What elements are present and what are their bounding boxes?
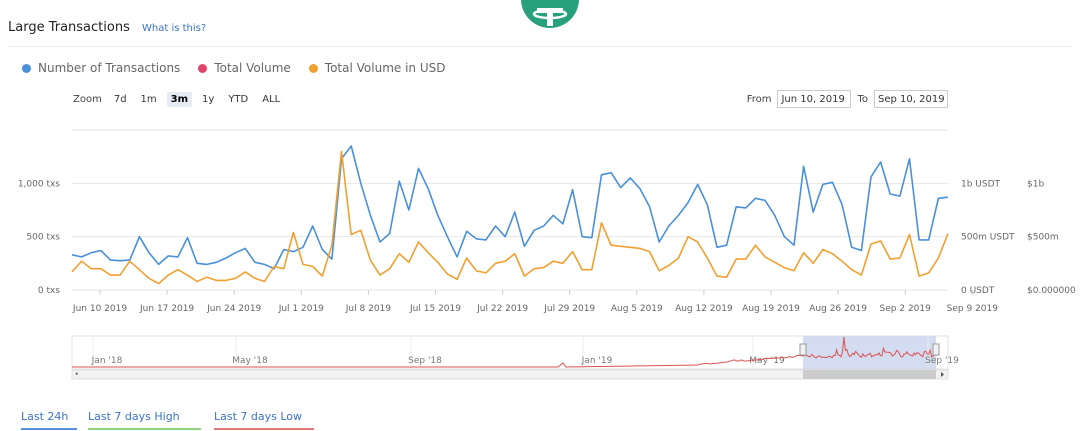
x-tick-label: Jun 17 2019: [139, 304, 194, 314]
legend-label: Total Volume in USD: [324, 61, 446, 75]
series-lines: [71, 145, 949, 285]
y-axis-right: 0 USDT 500m USDT 1b USDT $0.000000 $500m $1b: [961, 179, 1076, 296]
navigator-tick-label: Sep '18: [408, 356, 442, 366]
scroll-right-arrow-icon[interactable]: [941, 372, 944, 377]
bottom-tabs: Last 24h Last 7 days High Last 7 days Lo…: [21, 410, 314, 430]
tab-last-7-days-low[interactable]: Last 7 days Low: [214, 410, 314, 430]
page-header: Large Transactions What is this?: [8, 20, 206, 35]
header-divider: [8, 46, 1072, 47]
x-tick-label: Aug 12 2019: [675, 304, 733, 314]
zoom-controls: Zoom 7d 1m 3m 1y YTD ALL: [73, 92, 284, 107]
y-right-tick-label: 500m USDT: [961, 233, 1015, 243]
from-label: From: [746, 93, 772, 105]
x-tick-label: Aug 26 2019: [809, 304, 867, 314]
tether-logo-icon: [532, 8, 568, 26]
y-left-tick-label: 1,000 txs: [18, 179, 60, 189]
navigator-tick-label: May '19: [749, 356, 785, 366]
series-line-number-of-transactions: [71, 145, 949, 270]
to-label: To: [857, 93, 868, 105]
y-left-tick-label: 0 txs: [38, 286, 60, 296]
y-right-tick-label: 0 USDT: [961, 286, 995, 296]
x-tick-label: Jun 10 2019: [72, 304, 127, 314]
from-date-input[interactable]: [777, 90, 852, 108]
what-is-this-link[interactable]: What is this?: [142, 23, 207, 34]
navigator-window[interactable]: [803, 336, 936, 369]
grid-lines: [72, 129, 948, 291]
zoom-3m-button[interactable]: 3m: [166, 92, 193, 107]
x-tick-label: Jul 15 2019: [409, 304, 461, 314]
x-axis: Jun 10 2019 Jun 17 2019 Jun 24 2019 Jul 1 2…: [72, 290, 998, 314]
navigator-tick-label: Jan '18: [91, 356, 123, 366]
legend-dot-icon: [198, 63, 208, 73]
x-tick-label: Sep 9 2019: [947, 304, 999, 314]
x-tick-label: Jul 22 2019: [476, 304, 528, 314]
legend-dot-icon: [22, 63, 31, 73]
chart-legend: Number of Transactions Total Volume Tota…: [22, 61, 445, 75]
series-line-total-volume-in-usd: [71, 150, 949, 285]
legend-item-volume-usd[interactable]: Total Volume in USD: [308, 61, 446, 75]
zoom-7d-button[interactable]: 7d: [113, 94, 127, 105]
x-tick-label: Jun 24 2019: [206, 304, 261, 314]
y-left-tick-label: 500 txs: [26, 233, 60, 243]
date-range: From To: [747, 90, 948, 108]
tab-last-24h[interactable]: Last 24h: [21, 410, 77, 430]
legend-item-total-volume[interactable]: Total Volume: [198, 61, 291, 75]
legend-label: Number of Transactions: [38, 61, 181, 75]
navigator-handle[interactable]: [932, 343, 940, 356]
x-tick-label: Aug 19 2019: [742, 304, 800, 314]
navigator-series-line: [72, 336, 937, 368]
x-tick-label: Jul 8 2019: [345, 304, 391, 314]
navigator-tick-label: Sep '19: [925, 356, 959, 366]
x-tick-label: Aug 5 2019: [611, 304, 663, 314]
y-axis-left: 0 txs 500 txs 1,000 txs: [18, 179, 60, 296]
page-title: Large Transactions: [8, 20, 130, 35]
navigator-frame: [71, 335, 949, 370]
zoom-all-button[interactable]: ALL: [262, 94, 281, 105]
navigator-handle[interactable]: [799, 343, 807, 356]
zoom-1y-button[interactable]: 1y: [202, 94, 215, 105]
to-date-input[interactable]: [874, 90, 948, 108]
x-tick-label: Jul 1 2019: [278, 304, 324, 314]
x-tick-label: Sep 2 2019: [880, 304, 932, 314]
y-right-usd-tick-label: $500m: [1027, 233, 1059, 243]
navigator[interactable]: Jan '18 May '18 Sep '18 Jan '19 May '19 Sep '…: [71, 335, 959, 380]
navigator-scrollbar-thumb[interactable]: [803, 370, 936, 379]
legend-dot-icon: [308, 63, 318, 73]
navigator-scrollbar[interactable]: [71, 369, 949, 380]
tab-last-7-days-high[interactable]: Last 7 days High: [88, 410, 201, 430]
y-right-usd-tick-label: $1b: [1027, 179, 1044, 189]
legend-item-transactions[interactable]: Number of Transactions: [22, 61, 180, 75]
navigator-tick-label: May '18: [232, 356, 268, 366]
y-right-usd-tick-label: $0.000000: [1027, 286, 1076, 296]
zoom-label: Zoom: [73, 94, 102, 105]
tether-logo: [521, 0, 579, 28]
x-tick-label: Jul 29 2019: [543, 304, 595, 314]
zoom-ytd-button[interactable]: YTD: [228, 94, 249, 105]
y-right-tick-label: 1b USDT: [961, 179, 1001, 189]
scroll-left-arrow-icon[interactable]: [75, 372, 78, 375]
legend-label: Total Volume: [214, 61, 291, 75]
zoom-1m-button[interactable]: 1m: [140, 94, 157, 105]
navigator-tick-label: Jan '19: [581, 356, 613, 366]
